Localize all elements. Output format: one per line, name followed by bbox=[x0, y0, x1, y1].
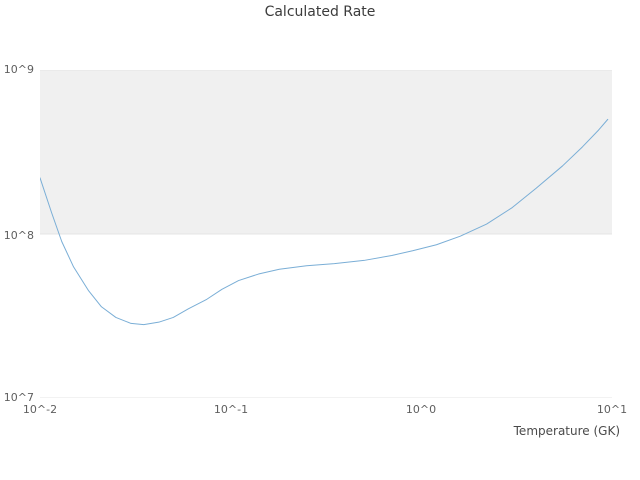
chart-title: Calculated Rate bbox=[264, 4, 376, 20]
x-tick-label-1e-2: 10^-2 bbox=[22, 403, 58, 416]
y-tick-label-1e9: 10^9 bbox=[3, 63, 34, 76]
plot-area bbox=[40, 70, 612, 398]
x-tick-label-1e0: 10^0 bbox=[405, 403, 437, 416]
x-axis-label: Temperature (GK) bbox=[513, 424, 620, 438]
x-tick-label-1e-1: 10^-1 bbox=[213, 403, 249, 416]
y-tick-label-1e8: 10^8 bbox=[3, 229, 34, 242]
x-tick-label-1e1: 10^1 bbox=[596, 403, 628, 416]
rate-line bbox=[40, 118, 609, 326]
decade-band bbox=[40, 70, 612, 234]
y-tick-label-1e7: 10^7 bbox=[3, 391, 34, 404]
